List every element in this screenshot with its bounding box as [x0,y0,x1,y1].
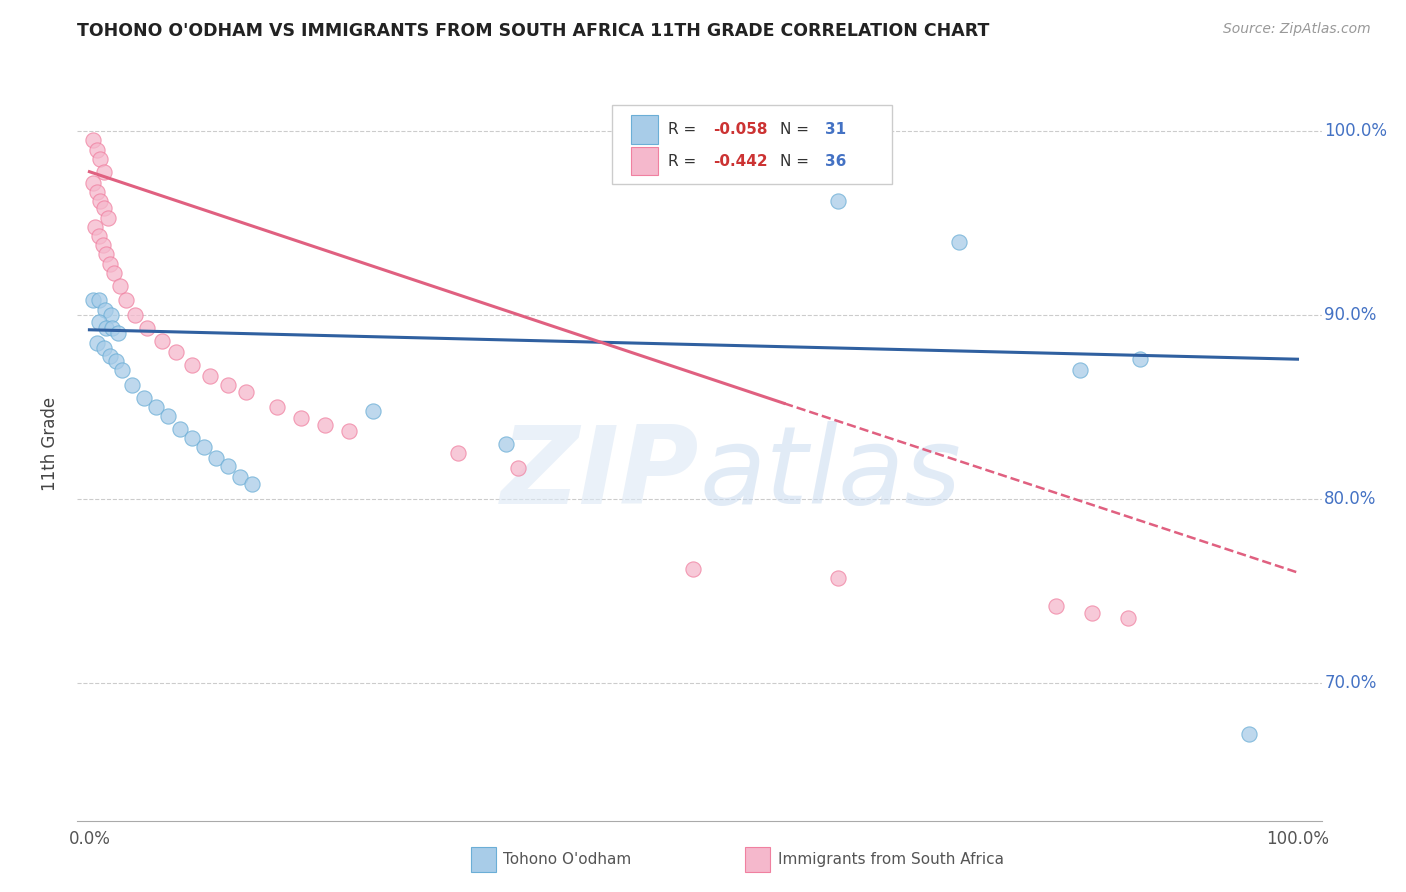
Point [337,424,360,438]
Point [682,562,704,576]
Bar [631,115,658,144]
Point [827,571,849,585]
Point [93,164,115,178]
Point [363,403,385,417]
Text: R =: R = [668,122,702,137]
Bar [631,147,658,176]
Text: atlas: atlas [700,421,962,526]
Point [89,194,111,208]
Point [82,133,104,147]
Point [91,238,114,252]
Point [136,321,159,335]
Point [495,437,517,451]
Point [1081,606,1104,620]
Point [94,302,117,317]
Point [508,460,530,475]
Text: -0.058: -0.058 [713,122,768,137]
Point [82,176,104,190]
Point [948,235,970,249]
Text: TOHONO O'ODHAM VS IMMIGRANTS FROM SOUTH AFRICA 11TH GRADE CORRELATION CHART: TOHONO O'ODHAM VS IMMIGRANTS FROM SOUTH … [77,22,990,40]
Text: ZIP: ZIP [501,421,700,527]
Point [93,202,115,216]
Point [447,446,470,460]
Point [96,211,118,225]
Point [111,363,134,377]
Point [217,458,239,473]
Y-axis label: 11th Grade: 11th Grade [41,397,59,491]
Point [84,219,107,234]
Point [89,152,111,166]
Text: 31: 31 [825,122,846,137]
Point [108,278,131,293]
Point [86,143,108,157]
Point [1237,727,1260,741]
Point [1118,611,1140,625]
Point [93,341,115,355]
Point [1045,599,1067,613]
Text: -0.442: -0.442 [713,153,768,169]
Point [96,321,118,335]
Text: R =: R = [668,153,702,169]
Text: 70.0%: 70.0% [1324,673,1376,692]
Point [205,451,228,466]
Text: Source: ZipAtlas.com: Source: ZipAtlas.com [1223,22,1371,37]
Point [169,422,191,436]
Point [98,349,121,363]
Point [181,358,204,372]
Point [229,470,252,484]
Point [86,335,108,350]
Point [132,391,155,405]
Point [150,334,173,348]
Point [242,477,264,491]
Text: N =: N = [780,153,814,169]
Point [145,400,167,414]
FancyBboxPatch shape [613,104,893,184]
Point [101,321,124,335]
Point [181,431,204,445]
Point [114,293,136,308]
Point [87,315,110,329]
Point [124,308,146,322]
Point [217,378,239,392]
Point [827,194,849,208]
Text: 100.0%: 100.0% [1324,122,1388,140]
Point [96,247,118,261]
Point [1129,352,1152,367]
Point [82,293,104,308]
Point [103,266,125,280]
Point [104,354,127,368]
Point [290,411,312,425]
Text: N =: N = [780,122,814,137]
Text: 80.0%: 80.0% [1324,490,1376,508]
Point [193,441,215,455]
Text: 90.0%: 90.0% [1324,306,1376,324]
Point [86,185,108,199]
Point [98,257,121,271]
Point [266,400,288,414]
Text: Tohono O'odham: Tohono O'odham [503,853,631,867]
Point [165,344,187,359]
Point [121,378,143,392]
Point [156,409,179,424]
Text: Immigrants from South Africa: Immigrants from South Africa [778,853,1004,867]
Point [107,326,129,341]
Text: 36: 36 [825,153,846,169]
Point [87,293,110,308]
Point [1069,363,1091,377]
Point [200,368,222,383]
Point [100,308,122,322]
Point [314,418,336,433]
Point [235,385,257,400]
Point [87,229,110,244]
